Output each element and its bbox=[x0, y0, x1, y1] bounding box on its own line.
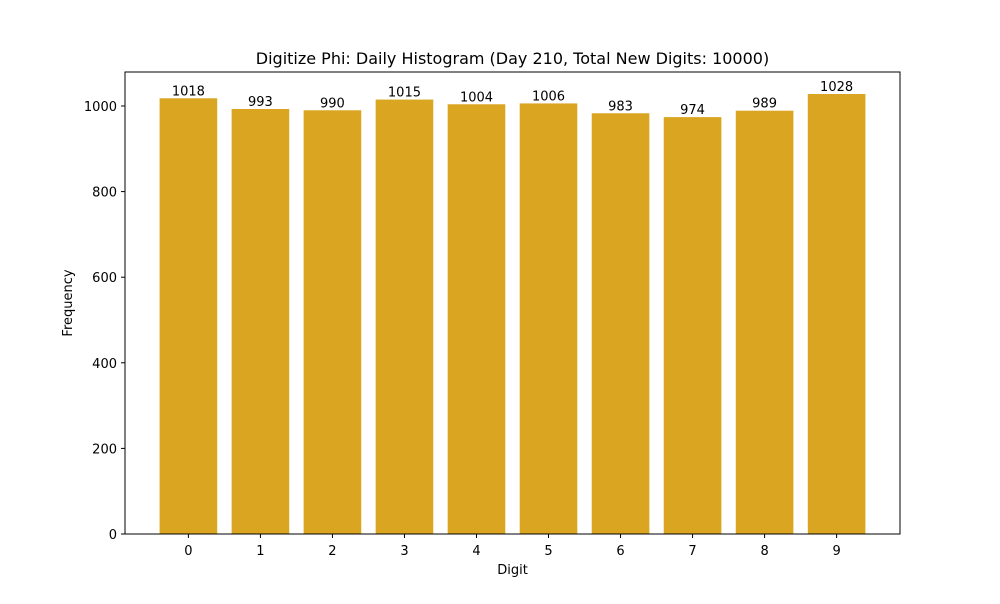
bar-value-label: 989 bbox=[752, 97, 777, 112]
bar-6 bbox=[591, 113, 650, 534]
y-tick-label: 800 bbox=[92, 186, 117, 201]
bar-7 bbox=[663, 117, 722, 534]
bar-5 bbox=[519, 103, 578, 534]
x-axis-label: Digit bbox=[497, 563, 528, 578]
x-tick-label: 8 bbox=[760, 544, 768, 559]
bar-3 bbox=[375, 99, 434, 534]
x-tick-label: 5 bbox=[544, 544, 552, 559]
y-tick-label: 600 bbox=[92, 271, 117, 286]
bar-value-label: 1015 bbox=[388, 86, 421, 101]
x-tick-label: 3 bbox=[400, 544, 408, 559]
bar-4 bbox=[447, 104, 506, 535]
bar-1 bbox=[231, 108, 290, 535]
bar-value-label: 993 bbox=[248, 95, 273, 110]
y-tick-label: 400 bbox=[92, 357, 117, 372]
plot-frame bbox=[124, 71, 901, 535]
bar-8 bbox=[735, 110, 794, 535]
x-tick-label: 0 bbox=[184, 544, 192, 559]
x-axis-ticks: 0 1 2 3 4 5 6 7 8 9 bbox=[184, 534, 841, 559]
y-tick-label: 1000 bbox=[84, 100, 117, 115]
bar-value-label: 990 bbox=[320, 96, 345, 111]
y-axis-ticks: 0 200 400 600 800 1000 bbox=[84, 100, 125, 543]
y-tick-label: 0 bbox=[109, 528, 117, 543]
x-tick-label: 7 bbox=[688, 544, 696, 559]
x-tick-label: 2 bbox=[328, 544, 336, 559]
y-tick-label: 200 bbox=[92, 442, 117, 457]
x-tick-label: 6 bbox=[616, 544, 624, 559]
bar-value-label: 1028 bbox=[820, 80, 853, 95]
bars: 1018 993 990 1015 1004 1006 983 974 989 1028 bbox=[159, 80, 866, 535]
bar-value-label: 1004 bbox=[460, 90, 493, 105]
x-tick-label: 4 bbox=[472, 544, 480, 559]
bar-value-label: 1006 bbox=[532, 89, 565, 104]
y-axis-label: Frequency bbox=[61, 269, 76, 336]
bar-0 bbox=[159, 98, 218, 535]
bar-2 bbox=[303, 110, 362, 535]
bar-value-label: 974 bbox=[680, 103, 705, 118]
x-tick-label: 9 bbox=[832, 544, 840, 559]
bar-value-label: 1018 bbox=[172, 84, 205, 99]
bar-9 bbox=[807, 94, 866, 534]
chart-title: Digitize Phi: Daily Histogram (Day 210, … bbox=[256, 49, 769, 68]
x-tick-label: 1 bbox=[256, 544, 264, 559]
bar-value-label: 983 bbox=[608, 99, 633, 114]
